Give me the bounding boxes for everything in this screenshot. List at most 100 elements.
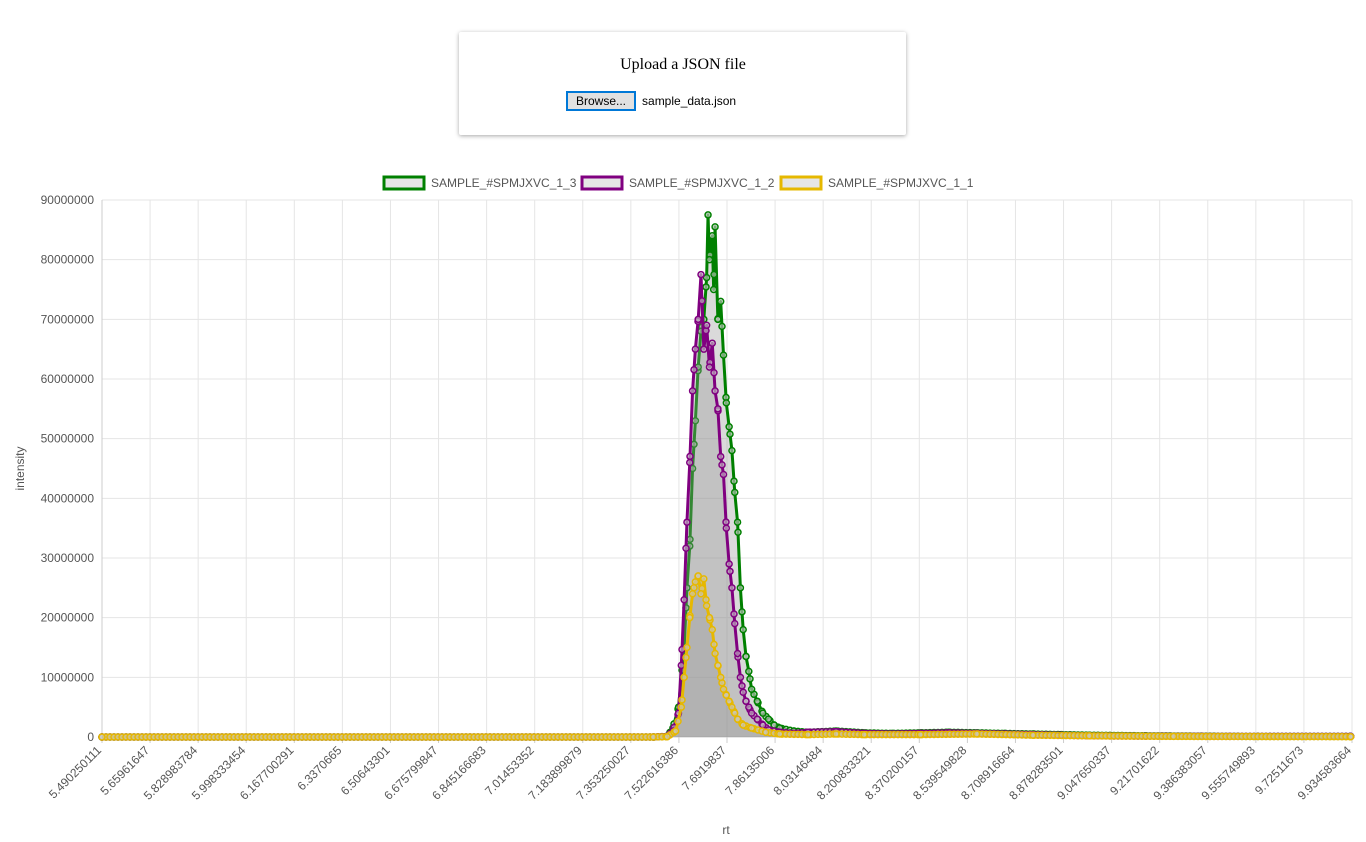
y-tick-label: 10000000 bbox=[41, 670, 95, 684]
data-point bbox=[747, 685, 756, 694]
y-tick-label: 80000000 bbox=[41, 253, 95, 267]
data-point bbox=[725, 560, 733, 568]
upload-panel bbox=[459, 32, 906, 135]
data-point bbox=[705, 613, 714, 622]
data-point bbox=[663, 732, 672, 741]
series-3 bbox=[98, 572, 1355, 741]
data-point bbox=[725, 697, 733, 705]
data-point bbox=[730, 477, 738, 485]
x-tick-label: 7.86135006 bbox=[722, 743, 777, 798]
data-point bbox=[700, 345, 708, 353]
data-point bbox=[753, 715, 762, 723]
data-point bbox=[719, 685, 728, 694]
x-tick-label: 7.6919837 bbox=[679, 743, 729, 793]
data-point bbox=[702, 601, 711, 610]
data-point bbox=[739, 625, 747, 634]
data-point bbox=[972, 730, 981, 738]
legend-swatch[interactable] bbox=[779, 175, 823, 191]
data-point bbox=[745, 703, 753, 711]
data-point bbox=[683, 518, 691, 526]
selected-file-name: sample_data.json bbox=[642, 94, 737, 108]
data-point bbox=[739, 688, 747, 696]
data-point bbox=[688, 590, 697, 598]
data-point bbox=[761, 728, 770, 736]
legend-label[interactable]: SAMPLE_#SPMJXVC_1_1 bbox=[828, 176, 974, 190]
data-point bbox=[759, 721, 767, 729]
data-point bbox=[680, 673, 688, 682]
data-point bbox=[686, 613, 694, 622]
data-point bbox=[702, 595, 710, 604]
data-point bbox=[708, 339, 717, 347]
data-point bbox=[726, 430, 734, 438]
data-point bbox=[916, 730, 925, 739]
data-point bbox=[690, 583, 698, 592]
data-point bbox=[722, 518, 730, 526]
data-point bbox=[694, 315, 702, 324]
data-point bbox=[746, 675, 754, 683]
data-point bbox=[683, 643, 691, 652]
data-point bbox=[733, 715, 742, 723]
data-point bbox=[718, 322, 726, 331]
x-axis-title: rt bbox=[722, 823, 730, 837]
legend-label[interactable]: SAMPLE_#SPMJXVC_1_3 bbox=[431, 176, 577, 190]
data-point bbox=[711, 223, 719, 231]
data-point bbox=[738, 608, 746, 616]
data-point bbox=[759, 709, 767, 717]
data-point bbox=[1169, 732, 1178, 741]
data-point bbox=[804, 730, 812, 739]
data-point bbox=[722, 524, 731, 532]
series-area bbox=[101, 274, 1351, 737]
data-point bbox=[649, 733, 657, 741]
browse-button[interactable]: Browse... bbox=[566, 91, 637, 111]
data-point bbox=[719, 351, 728, 359]
data-point bbox=[776, 730, 784, 738]
data-point bbox=[705, 255, 714, 264]
data-point bbox=[677, 703, 686, 711]
data-point bbox=[714, 661, 722, 670]
legend-swatch[interactable] bbox=[580, 175, 624, 191]
data-point bbox=[742, 652, 750, 661]
file-input[interactable]: Browse... sample_data.json bbox=[566, 91, 736, 111]
data-point bbox=[682, 653, 690, 662]
data-point bbox=[674, 717, 682, 725]
data-point bbox=[733, 518, 742, 526]
data-point bbox=[742, 697, 750, 705]
data-point bbox=[702, 283, 710, 291]
data-point bbox=[736, 673, 745, 682]
data-point bbox=[722, 399, 731, 407]
data-point bbox=[731, 488, 739, 497]
upload-title: Upload a JSON file bbox=[620, 56, 746, 73]
data-point bbox=[708, 625, 717, 634]
y-tick-label: 70000000 bbox=[41, 312, 95, 326]
y-tick-label: 60000000 bbox=[41, 372, 95, 386]
data-point bbox=[731, 709, 739, 717]
y-tick-label: 20000000 bbox=[41, 611, 95, 625]
data-point bbox=[678, 696, 686, 704]
data-point bbox=[714, 315, 722, 324]
data-point bbox=[98, 733, 106, 741]
data-point bbox=[832, 730, 840, 738]
y-tick-label: 40000000 bbox=[41, 491, 95, 505]
y-tick-label: 0 bbox=[87, 730, 94, 744]
data-point bbox=[747, 709, 756, 717]
data-point bbox=[730, 610, 738, 618]
data-point bbox=[691, 578, 700, 586]
data-point bbox=[728, 584, 736, 592]
data-point bbox=[731, 619, 739, 628]
data-point bbox=[728, 703, 736, 711]
data-point bbox=[734, 528, 742, 536]
data-point bbox=[697, 590, 705, 598]
data-point bbox=[716, 673, 725, 682]
y-tick-label: 50000000 bbox=[41, 432, 95, 446]
data-point bbox=[1085, 732, 1093, 740]
data-point bbox=[711, 387, 719, 395]
data-point bbox=[702, 273, 711, 282]
data-point bbox=[698, 297, 706, 305]
data-point bbox=[709, 285, 718, 294]
data-point bbox=[694, 572, 702, 580]
legend-swatch[interactable] bbox=[382, 175, 426, 191]
legend-label[interactable]: SAMPLE_#SPMJXVC_1_2 bbox=[629, 176, 775, 190]
data-point bbox=[688, 387, 697, 395]
data-point bbox=[725, 422, 733, 431]
data-point bbox=[736, 584, 745, 592]
